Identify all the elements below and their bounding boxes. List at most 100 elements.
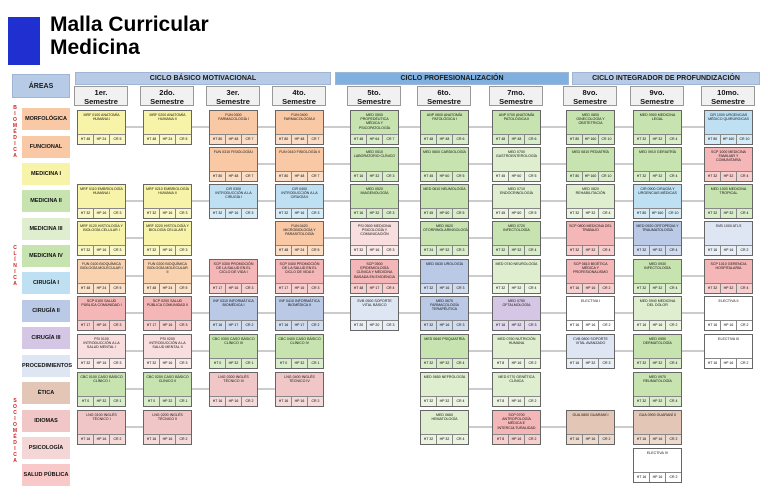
- course-card[interactable]: MRF 0210 EMBRIOLOGÍA HUMANA II HT 32 HP 16…: [143, 184, 192, 219]
- course-card[interactable]: MRF 0110 EMBRIOLOGÍA HUMANA I HT 32 HP 16 C…: [77, 184, 126, 219]
- course-card[interactable]: MRF 0120 HISTOLOGÍA Y BIOLOGÍA CELULAR I…: [77, 221, 126, 256]
- course-card[interactable]: CIR 1000 URGENCIAS MÉDICO QUIRÚRGICAS HT …: [704, 110, 753, 145]
- course-card[interactable]: GUA 0800 GUARANÍ I HT 16 HP 16 CR 2: [566, 410, 615, 445]
- course-card[interactable]: ANP 0700 ANATOMÍA PATOLÓGICA II HT 48 HP 4…: [492, 110, 541, 145]
- course-credits: HT 45 HP 60 CR 5: [493, 171, 540, 181]
- course-card[interactable]: MED 0610 NEUMOLOGÍA HT 45 HP 60 CR 5: [420, 184, 469, 219]
- course-credits: HT 0 HP 32 CR 1: [144, 396, 191, 406]
- course-card[interactable]: CBC 0300 CASO BÁSICO CLÍNICO III HT 0 HP 3…: [209, 334, 258, 369]
- course-card[interactable]: ELECTIVA I HT 16 HP 16 CR 2: [566, 296, 615, 331]
- course-credits: HT 24 HP 32 CR 3: [421, 245, 468, 255]
- course-card[interactable]: MED 0900 MEDICINA LEGAL HT 32 HP 32 CR 4: [633, 110, 682, 145]
- course-card[interactable]: MED 0700 GASTROENTEROLOGÍA HT 45 HP 60 CR 5: [492, 147, 541, 182]
- course-card[interactable]: MED 0750 OFTALMOLOGÍA HT 16 HP 32 CR 3: [492, 296, 541, 331]
- course-card[interactable]: MRF 0100 ANATOMÍA HUMANA I HT 48 HP 24 CR 5: [77, 110, 126, 145]
- course-card[interactable]: SCP 0300 PROMOCIÓN DE LA SALUD EN EL CIC…: [209, 259, 258, 294]
- course-card[interactable]: SCP 0100 SALUD PÚBLICA COMUNIDAD I HT 17 H…: [77, 296, 126, 331]
- credits: CR 2: [524, 358, 540, 368]
- course-card[interactable]: MED 0740 NEUROLOGÍA HT 32 HP 32 CR 4: [492, 259, 541, 294]
- course-card[interactable]: INF 0410 INFORMÁTICA BIOMÉDICA II HT 16 HP…: [275, 296, 324, 331]
- course-card[interactable]: MED 0650 NEFROLOGÍA HT 32 HP 32 CR 4: [420, 372, 469, 407]
- course-card[interactable]: MRF 0200 ANATOMÍA HUMANA II HT 48 HP 24 CR …: [143, 110, 192, 145]
- course-card[interactable]: MED 0630 UROLOGÍA HT 32 HP 16 CR 3: [420, 259, 469, 294]
- course-card[interactable]: MED 0710 ENDOCRINOLOGÍA HT 45 HP 60 CR 5: [492, 184, 541, 219]
- course-card[interactable]: ELECTIVA III HT 16 HP 16 CR 2: [704, 334, 753, 369]
- course-card[interactable]: FUN 0310 FISIOLOGÍA I HT 80 HP 48 CR 7: [209, 147, 258, 182]
- course-card[interactable]: MED 0620 OTORRINOLARINGOLOGÍA HT 24 HP 32 C…: [420, 221, 469, 256]
- course-card[interactable]: SCP 1000 MEDICINA FAMILIAR Y COMUNITARIA…: [704, 147, 753, 182]
- hours-practice: HP 16: [720, 245, 736, 255]
- course-card[interactable]: MED 0800 GINECOLOGÍA Y OBSTETRICIA HT 80 H…: [566, 110, 615, 145]
- course-card[interactable]: CIR 0400 INTRODUCCIÓN A LA CIRUGÍA II HT …: [275, 184, 324, 219]
- course-card[interactable]: LNG 0200 INGLÉS TÉCNICO II HT 16 HP 16 CR 2: [143, 410, 192, 445]
- course-card[interactable]: MED 0760 NUTRICIÓN HUMANA HT 8 HP 16 CR 2: [492, 334, 541, 369]
- course-card[interactable]: MED 0510 LABORATORIO CLÍNICO HT 16 HP 32 CR…: [350, 147, 399, 182]
- course-card[interactable]: MED 0940 MEDICINA DEL DOLOR HT 16 HP 16 CR …: [633, 296, 682, 331]
- course-card[interactable]: CIR 0300 INTRODUCCIÓN A LA CIRUGÍA I HT 3…: [209, 184, 258, 219]
- course-card[interactable]: CBC 0100 CASO BÁSICO CLÍNICO I HT 0 HP 32 C…: [77, 372, 126, 407]
- credits: CR 5: [175, 134, 191, 144]
- course-card[interactable]: FUN 0200 BIOQUÍMICA BIOLOGÍA MOLECULAR I…: [143, 259, 192, 294]
- course-card[interactable]: ELECTIVA II HT 16 HP 16 CR 2: [704, 296, 753, 331]
- hours-practice: HP 16: [159, 208, 175, 218]
- hours-practice: HP 24: [291, 245, 307, 255]
- hours-theory: HT 32: [634, 358, 649, 368]
- credits: CR 2: [524, 434, 540, 444]
- course-card[interactable]: MED 0640 PSIQUIATRÍA HT 32 HP 32 CR 4: [420, 334, 469, 369]
- course-card[interactable]: MED 0670 FARMACOLOGÍA TERAPÉUTICA HT 32 HP…: [420, 296, 469, 331]
- course-card[interactable]: LNG 0100 INGLÉS TÉCNICO I HT 16 HP 16 CR 2: [77, 410, 126, 445]
- course-card[interactable]: SVB 1000 ATLS HT 16 HP 16 CR 2: [704, 221, 753, 256]
- course-card[interactable]: LNG 0400 INGLÉS TÉCNICO IV HT 16 HP 16 CR 2: [275, 372, 324, 407]
- course-card[interactable]: MED 0910 GERIATRÍA HT 32 HP 32 CR 4: [633, 147, 682, 182]
- area-label: PSICOLOGÍA: [22, 437, 70, 459]
- page-title: Malla Curricular Medicina: [50, 13, 209, 59]
- course-card[interactable]: MED 0770 GENÉTICA CLÍNICA HT 8 HP 16 CR 2: [492, 372, 541, 407]
- course-card[interactable]: MED 0820 REHABILITACIÓN HT 32 HP 32 CR 4: [566, 184, 615, 219]
- course-card[interactable]: MED 1000 MEDICINA TROPICAL HT 32 HP 32 CR 4: [704, 184, 753, 219]
- course-card[interactable]: CVB 0800 SOPORTE VITAL AVANZADO HT 16 HP 3…: [566, 334, 615, 369]
- semester-number: 4to.: [292, 88, 306, 97]
- course-card[interactable]: FUN 0100 BIOQUÍMICA BIOLOGÍA MOLECULAR I…: [77, 259, 126, 294]
- course-credits: HT 48 HP 24 CR 5: [144, 283, 191, 293]
- course-card[interactable]: SCP 1010 GERENCIA HOSPITALARIA HT 32 HP 32…: [704, 259, 753, 294]
- course-card[interactable]: SCP 0810 BIOÉTICA MÉDICA Y PROFESIONALIS…: [566, 259, 615, 294]
- course-card[interactable]: SCP 0400 PROMOCIÓN DE LA SALUD EN EL CIC…: [275, 259, 324, 294]
- course-card[interactable]: MED 0720 INFECTOLOGÍA HT 32 HP 32 CR 4: [492, 221, 541, 256]
- hours-theory: HT 80: [567, 171, 582, 181]
- course-card[interactable]: MED 0920 ORTOPEDIA Y TRAUMATOLOGÍA HT 32 H…: [633, 221, 682, 256]
- course-card[interactable]: ELECTIVA IV HT 16 HP 16 CR 2: [633, 448, 682, 483]
- course-card[interactable]: MED 0520 IMAGENOLOGÍA HT 16 HP 32 CR 3: [350, 184, 399, 219]
- course-card[interactable]: CIR 0900 CIRUGÍA Y URGENCIAS MÉDICAS HT 8…: [633, 184, 682, 219]
- course-card[interactable]: GUA 0900 GUARANÍ II HT 16 HP 16 CR 2: [633, 410, 682, 445]
- course-card[interactable]: MED 0970 REUMATOLOGÍA HT 32 HP 32 CR 4: [633, 372, 682, 407]
- course-card[interactable]: FUN 0300 FARMACOLOGÍA I HT 80 HP 48 CR 7: [209, 110, 258, 145]
- course-card[interactable]: MED 0600 CARDIOLOGÍA HT 45 HP 60 CR 5: [420, 147, 469, 182]
- course-card[interactable]: PSI 0500 MEDICINA PSICOLOGÍA Y COMUNICAC…: [350, 221, 399, 256]
- course-card[interactable]: FUN 0400 FARMACOLOGÍA II HT 80 HP 48 CR 7: [275, 110, 324, 145]
- course-card[interactable]: CBC 0400 CASO BÁSICO CLÍNICO IV HT 0 HP 32…: [275, 334, 324, 369]
- course-card[interactable]: MED 0500 PROPEDÉUTICA MÉDICA Y PSICOPATO…: [350, 110, 399, 145]
- course-card[interactable]: PSI 0100 INTRODUCCIÓN A LA SALUD MENTAL …: [77, 334, 126, 369]
- course-card[interactable]: MED 0660 HEMATOLOGÍA HT 32 HP 32 CR 4: [420, 410, 469, 445]
- course-card[interactable]: LNG 0300 INGLÉS TÉCNICO III HT 16 HP 16 CR …: [209, 372, 258, 407]
- hours-practice: HP 16: [508, 358, 524, 368]
- course-card[interactable]: MED 0930 INFECTOLOGÍA HT 32 HP 32 CR 4: [633, 259, 682, 294]
- course-card[interactable]: INF 0310 INFORMÁTICA BIOMÉDICA I HT 16 HP …: [209, 296, 258, 331]
- course-card[interactable]: ANP 0600 ANATOMÍA PATOLÓGICA I HT 48 HP 48…: [420, 110, 469, 145]
- course-card[interactable]: SCP 0200 SALUD PÚBLICA COMUNIDAD II HT 17…: [143, 296, 192, 331]
- hours-practice: HP 16: [436, 283, 452, 293]
- course-card[interactable]: SVB 0500 SOPORTE VITAL BÁSICO HT 20 HP 20 C…: [350, 296, 399, 331]
- course-card[interactable]: FUN 0410 FISIOLOGÍA II HT 80 HP 48 CR 7: [275, 147, 324, 182]
- course-credits: HT 32 HP 16 CR 3: [144, 208, 191, 218]
- course-card[interactable]: MRF 0220 HISTOLOGÍA Y BIOLOGÍA CELULAR I…: [143, 221, 192, 256]
- credits: CR 4: [736, 283, 752, 293]
- course-card[interactable]: SCP 0800 MEDICINA DEL TRABAJO HT 32 HP 32 C…: [566, 221, 615, 256]
- course-card[interactable]: MED 0810 PEDIATRÍA HT 80 HP 160 CR 10: [566, 147, 615, 182]
- course-card[interactable]: MED 0950 DERMATOLOGÍA HT 32 HP 32 CR 4: [633, 334, 682, 369]
- course-card[interactable]: PSI 0200 INTRODUCCIÓN A LA SALUD MENTAL …: [143, 334, 192, 369]
- course-card[interactable]: SCP 0700 ANTROPOLOGÍA MÉDICA E INTERCULT…: [492, 410, 541, 445]
- credits: CR 3: [452, 320, 468, 330]
- course-card[interactable]: SCP 0500 EPIDEMIOLOGÍA CLÍNICA Y MEDICIN…: [350, 259, 399, 294]
- course-card[interactable]: CBC 0200 CASO BÁSICO CLÍNICO II HT 0 HP 32…: [143, 372, 192, 407]
- course-card[interactable]: FUN 0420 MICROBIOLOGÍA Y PARASITOLOGÍA HT…: [275, 221, 324, 256]
